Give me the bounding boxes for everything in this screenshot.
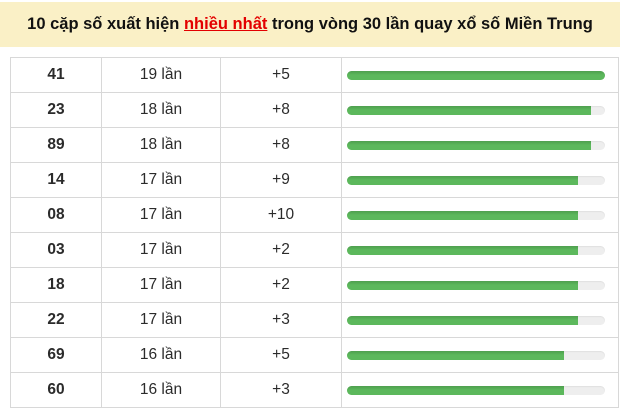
delta-value: +8	[220, 127, 342, 163]
bar-cell	[341, 337, 619, 373]
table-row: 60 16 lần +3	[10, 372, 619, 408]
table-row: 89 18 lần +8	[10, 127, 619, 163]
table-row: 14 17 lần +9	[10, 162, 619, 198]
title-highlight-link[interactable]: nhiều nhất	[183, 15, 268, 33]
bar-cell	[341, 232, 619, 268]
appearance-count: 17 lần	[101, 162, 221, 198]
pair-number: 14	[10, 162, 102, 198]
bar-track	[347, 70, 605, 80]
delta-value: +2	[220, 232, 342, 268]
stats-table-body: 41 19 lần +5 23 18 lần +8 89 18 lần +8	[10, 57, 619, 408]
table-row: 23 18 lần +8	[10, 92, 619, 128]
page-title: 10 cặp số xuất hiện nhiều nhất trong vòn…	[27, 15, 593, 34]
frequency-bar	[347, 280, 578, 290]
appearance-count: 17 lần	[101, 302, 221, 338]
title-suffix: trong vòng 30 lần quay xổ số Miền Trung	[267, 15, 593, 33]
frequency-bar	[347, 140, 592, 150]
frequency-stats-table: 41 19 lần +5 23 18 lần +8 89 18 lần +8	[10, 57, 619, 408]
bar-track	[347, 105, 605, 115]
table-row: 18 17 lần +2	[10, 267, 619, 303]
appearance-count: 18 lần	[101, 92, 221, 128]
bar-cell	[341, 162, 619, 198]
bar-cell	[341, 197, 619, 233]
table-row: 22 17 lần +3	[10, 302, 619, 338]
delta-value: +2	[220, 267, 342, 303]
delta-value: +10	[220, 197, 342, 233]
bar-cell	[341, 127, 619, 163]
pair-number: 22	[10, 302, 102, 338]
delta-value: +9	[220, 162, 342, 198]
bar-track	[347, 140, 605, 150]
appearance-count: 18 lần	[101, 127, 221, 163]
bar-track	[347, 245, 605, 255]
frequency-bar	[347, 315, 578, 325]
pair-number: 41	[10, 57, 102, 93]
title-prefix: 10 cặp số xuất hiện	[27, 15, 184, 33]
frequency-bar	[347, 105, 592, 115]
bar-track	[347, 280, 605, 290]
pair-number: 69	[10, 337, 102, 373]
bar-cell	[341, 92, 619, 128]
appearance-count: 16 lần	[101, 372, 221, 408]
frequency-bar	[347, 175, 578, 185]
bar-cell	[341, 372, 619, 408]
frequency-bar	[347, 245, 578, 255]
pair-number: 18	[10, 267, 102, 303]
pair-number: 89	[10, 127, 102, 163]
bar-track	[347, 315, 605, 325]
bar-track	[347, 210, 605, 220]
title-banner: 10 cặp số xuất hiện nhiều nhất trong vòn…	[0, 2, 620, 47]
bar-track	[347, 350, 605, 360]
appearance-count: 17 lần	[101, 197, 221, 233]
appearance-count: 19 lần	[101, 57, 221, 93]
delta-value: +3	[220, 302, 342, 338]
table-row: 41 19 lần +5	[10, 57, 619, 93]
pair-number: 60	[10, 372, 102, 408]
appearance-count: 17 lần	[101, 267, 221, 303]
table-row: 08 17 lần +10	[10, 197, 619, 233]
frequency-bar	[347, 385, 565, 395]
pair-number: 08	[10, 197, 102, 233]
appearance-count: 16 lần	[101, 337, 221, 373]
bar-cell	[341, 57, 619, 93]
table-row: 69 16 lần +5	[10, 337, 619, 373]
frequency-bar	[347, 350, 565, 360]
appearance-count: 17 lần	[101, 232, 221, 268]
delta-value: +5	[220, 337, 342, 373]
delta-value: +5	[220, 57, 342, 93]
delta-value: +8	[220, 92, 342, 128]
pair-number: 23	[10, 92, 102, 128]
table-row: 03 17 lần +2	[10, 232, 619, 268]
bar-cell	[341, 267, 619, 303]
frequency-bar	[347, 210, 578, 220]
bar-cell	[341, 302, 619, 338]
delta-value: +3	[220, 372, 342, 408]
bar-track	[347, 175, 605, 185]
frequency-bar	[347, 70, 605, 80]
bar-track	[347, 385, 605, 395]
pair-number: 03	[10, 232, 102, 268]
